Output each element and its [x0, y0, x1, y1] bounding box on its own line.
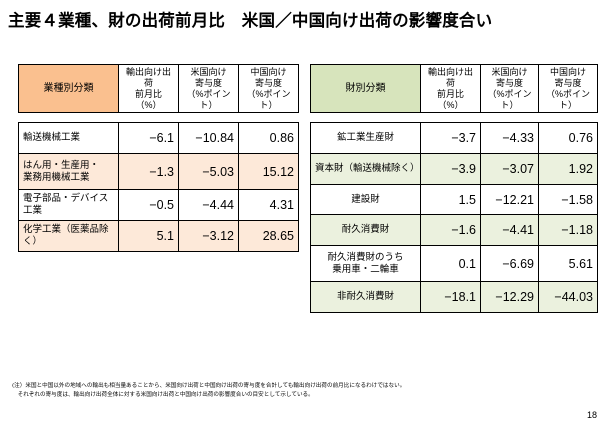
china-contribution-value: −1.58	[538, 184, 598, 215]
china-contribution-value: 5.61	[538, 245, 598, 282]
page-title: 主要４業種、財の出荷前月比 米国／中国向け出荷の影響度合い	[8, 11, 493, 30]
row-label: 資本財（輸送機械除く）	[310, 153, 421, 185]
row-label: 建設財	[310, 184, 421, 215]
table-row: 電子部品・デバイス工業 −0.5 −4.44 4.31	[18, 189, 299, 221]
industry-table-header-row: 業種別分類 輸出向け出荷 前月比 （%） 米国向け 寄与度 （%ポイント） 中国向け 寄与…	[18, 64, 299, 113]
table-row: はん用・生産用・ 業務用機械工業 −1.3 −5.03 15.12	[18, 153, 299, 190]
export-mom-value: −3.7	[420, 122, 481, 154]
export-mom-value: −0.5	[118, 189, 179, 221]
page-number: 18	[586, 410, 597, 420]
export-mom-value: 1.5	[420, 184, 481, 215]
row-label: はん用・生産用・ 業務用機械工業	[18, 153, 119, 190]
header-china-contribution: 中国向け 寄与度 （%ポイント）	[238, 64, 299, 113]
us-contribution-value: −6.69	[480, 245, 539, 282]
header-us-contribution: 米国向け 寄与度 （%ポイント）	[178, 64, 239, 113]
export-mom-value: −18.1	[420, 281, 481, 313]
row-label: 耐久消費財	[310, 214, 421, 246]
china-contribution-value: −44.03	[538, 281, 598, 313]
us-contribution-value: −4.41	[480, 214, 539, 246]
export-mom-value: 0.1	[420, 245, 481, 282]
row-label: 非耐久消費財	[310, 281, 421, 313]
export-mom-value: −1.3	[118, 153, 179, 190]
us-contribution-value: −4.44	[178, 189, 239, 221]
footnote-line-1: (注）米国と中国以外の地域への輸出も相当量あることから、米国向け出荷と中国向け出…	[12, 383, 406, 389]
header-us-contribution: 米国向け 寄与度 （%ポイント）	[480, 64, 539, 113]
row-label: 耐久消費財のうち 乗用車・二輪車	[310, 245, 421, 282]
table-row: 耐久消費財のうち 乗用車・二輪車 0.1 −6.69 5.61	[310, 245, 598, 282]
row-label: 輸送機械工業	[18, 122, 119, 154]
table-row: 輸送機械工業 −6.1 −10.84 0.86	[18, 122, 299, 154]
table-row: 鉱工業生産財 −3.7 −4.33 0.76	[310, 122, 598, 154]
footnote-line-2: それぞれの寄与度は、輸出向け出荷全体に対する米国向け出荷と中国向け出荷の影響度合…	[12, 392, 314, 398]
table-row: 建設財 1.5 −12.21 −1.58	[310, 184, 598, 215]
header-export-mom: 輸出向け出荷 前月比 （%）	[420, 64, 481, 113]
table-row: 非耐久消費財 −18.1 −12.29 −44.03	[310, 281, 598, 313]
goods-table-header-row: 財別分類 輸出向け出荷 前月比 （%） 米国向け 寄与度 （%ポイント） 中国向け 寄与度…	[310, 64, 598, 113]
china-contribution-value: 4.31	[238, 189, 299, 221]
china-contribution-value: 1.92	[538, 153, 598, 185]
row-label: 鉱工業生産財	[310, 122, 421, 154]
header-goods-classification: 財別分類	[310, 64, 421, 113]
goods-table: 財別分類 輸出向け出荷 前月比 （%） 米国向け 寄与度 （%ポイント） 中国向け 寄与度…	[310, 64, 598, 313]
export-mom-value: −1.6	[420, 214, 481, 246]
table-row: 耐久消費財 −1.6 −4.41 −1.18	[310, 214, 598, 246]
us-contribution-value: −12.29	[480, 281, 539, 313]
us-contribution-value: −10.84	[178, 122, 239, 154]
table-row: 化学工業（医薬品除く） 5.1 −3.12 28.65	[18, 220, 299, 252]
header-industry-classification: 業種別分類	[18, 64, 119, 113]
export-mom-value: 5.1	[118, 220, 179, 252]
china-contribution-value: 0.86	[238, 122, 299, 154]
row-label: 電子部品・デバイス工業	[18, 189, 119, 221]
us-contribution-value: −4.33	[480, 122, 539, 154]
header-export-mom: 輸出向け出荷 前月比 （%）	[118, 64, 179, 113]
header-china-contribution: 中国向け 寄与度 （%ポイント）	[538, 64, 598, 113]
us-contribution-value: −5.03	[178, 153, 239, 190]
export-mom-value: −6.1	[118, 122, 179, 154]
china-contribution-value: 15.12	[238, 153, 299, 190]
us-contribution-value: −3.12	[178, 220, 239, 252]
table-row: 資本財（輸送機械除く） −3.9 −3.07 1.92	[310, 153, 598, 185]
export-mom-value: −3.9	[420, 153, 481, 185]
us-contribution-value: −12.21	[480, 184, 539, 215]
us-contribution-value: −3.07	[480, 153, 539, 185]
industry-table: 業種別分類 輸出向け出荷 前月比 （%） 米国向け 寄与度 （%ポイント） 中国向け 寄与…	[18, 64, 299, 252]
china-contribution-value: −1.18	[538, 214, 598, 246]
china-contribution-value: 0.76	[538, 122, 598, 154]
row-label: 化学工業（医薬品除く）	[18, 220, 119, 252]
footnote: (注）米国と中国以外の地域への輸出も相当量あることから、米国向け出荷と中国向け出…	[12, 382, 607, 400]
china-contribution-value: 28.65	[238, 220, 299, 252]
